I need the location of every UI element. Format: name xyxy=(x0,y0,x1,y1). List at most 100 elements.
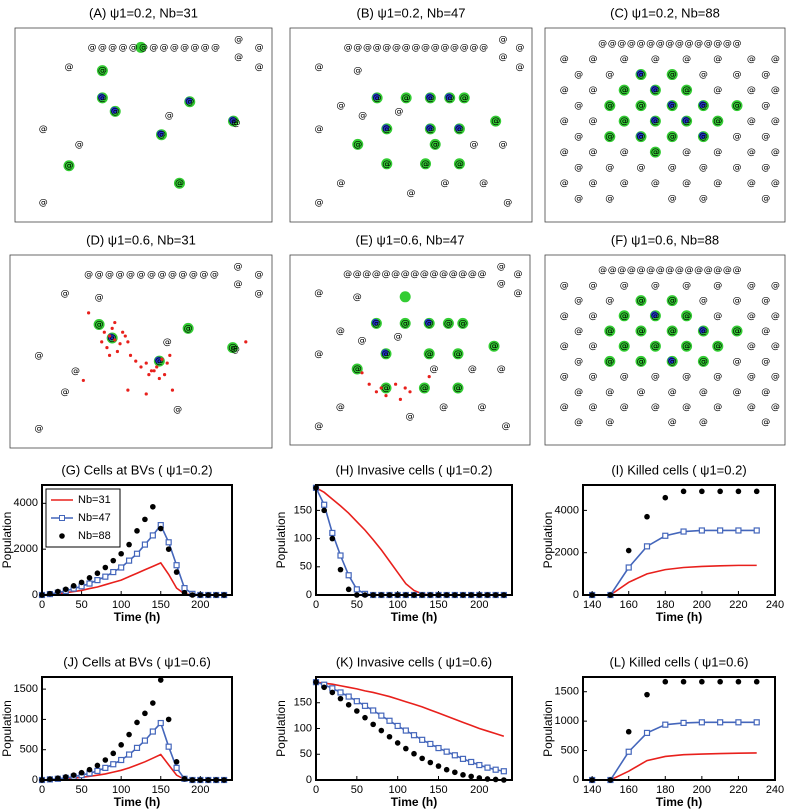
invasive-cell xyxy=(113,338,117,342)
vessel: @ xyxy=(675,266,684,276)
vessel: @ xyxy=(713,403,722,413)
vessel: @ xyxy=(637,327,646,337)
vessel: @ xyxy=(747,179,756,189)
vessel: @ xyxy=(637,296,646,306)
vessel: @ xyxy=(490,342,499,352)
vessel: @ xyxy=(373,93,382,103)
x-tick-label: 100 xyxy=(112,784,130,796)
y-tick-label: 500 xyxy=(561,744,579,756)
vessel: @ xyxy=(84,270,93,280)
cell xyxy=(423,348,435,360)
vessel: @ xyxy=(168,270,177,280)
cell xyxy=(182,322,194,334)
cell xyxy=(453,158,465,170)
y-tick-label: 1000 xyxy=(14,713,38,725)
y-tick-label: 1500 xyxy=(14,683,38,695)
dot-marker xyxy=(78,579,85,586)
invasive-cell xyxy=(398,397,402,401)
dot-marker xyxy=(662,678,669,685)
square-marker xyxy=(345,693,352,700)
vessel: @ xyxy=(98,43,107,53)
colony xyxy=(650,85,658,93)
cell xyxy=(399,317,411,329)
dot-marker xyxy=(102,564,109,571)
vessel: @ xyxy=(439,403,448,413)
vessel: @ xyxy=(394,332,403,342)
vessel: @ xyxy=(620,311,629,321)
vessel: @ xyxy=(747,148,756,158)
series-line xyxy=(592,721,757,781)
square-marker xyxy=(753,527,760,534)
invasive-cell xyxy=(168,353,172,357)
vessel: @ xyxy=(651,148,660,158)
square-marker xyxy=(86,580,93,587)
vessel: @ xyxy=(469,43,478,53)
vessel: @ xyxy=(682,179,691,189)
square-marker xyxy=(492,766,499,773)
vessel: @ xyxy=(514,270,523,280)
invasive-cell xyxy=(126,388,130,392)
vessel: @ xyxy=(126,270,135,280)
cell xyxy=(458,92,470,104)
vessel: @ xyxy=(699,296,708,306)
square-marker xyxy=(468,758,475,766)
cell xyxy=(380,382,392,394)
vessel: @ xyxy=(733,163,742,173)
vessel: @ xyxy=(497,262,506,272)
vessel: @ xyxy=(155,357,164,367)
square-marker xyxy=(753,719,760,726)
cell xyxy=(604,355,616,367)
vessel: @ xyxy=(233,262,242,272)
vessel: @ xyxy=(34,424,43,434)
plot-area xyxy=(312,679,507,783)
vessel: @ xyxy=(254,270,263,280)
vessel: @ xyxy=(173,405,182,415)
colony xyxy=(228,116,236,124)
dot-marker xyxy=(142,516,148,523)
square-marker xyxy=(133,550,141,557)
chart-title: (D) ψ1=0.6, Nb=31 xyxy=(86,232,196,247)
cell xyxy=(731,100,743,112)
square-marker xyxy=(680,528,687,535)
square-marker xyxy=(345,572,352,579)
cell xyxy=(63,160,75,172)
vessel: @ xyxy=(699,194,708,204)
x-tick-label: 100 xyxy=(388,784,406,796)
vessel: @ xyxy=(747,372,756,382)
x-tick-label: 200 xyxy=(470,784,488,796)
vessel: @ xyxy=(605,296,614,306)
vessel: @ xyxy=(637,266,646,276)
vessel: @ xyxy=(733,70,742,80)
square-marker xyxy=(353,586,360,593)
x-tick-label: 50 xyxy=(75,784,87,796)
vessel: @ xyxy=(426,93,435,103)
legend-marker xyxy=(59,515,65,521)
invasive-cell xyxy=(115,349,120,354)
vessel: @ xyxy=(468,365,477,375)
dot-marker xyxy=(362,714,368,721)
dot-marker xyxy=(157,677,164,683)
dot-marker xyxy=(419,755,425,762)
vessel: @ xyxy=(733,387,742,397)
dot-marker xyxy=(150,700,156,706)
cell xyxy=(635,355,647,367)
vessel: @ xyxy=(668,132,677,142)
vessel: @ xyxy=(771,281,780,291)
dot-marker xyxy=(345,586,352,593)
vessel: @ xyxy=(118,43,127,53)
x-tick-label: 150 xyxy=(152,784,170,796)
colony xyxy=(372,93,380,101)
square-marker xyxy=(735,527,742,534)
vessel: @ xyxy=(747,311,756,321)
chart-title: (G) Cells at BVs ( ψ1=0.2) xyxy=(61,462,212,477)
y-tick-label: 4000 xyxy=(555,504,579,516)
vessel: @ xyxy=(315,62,324,72)
x-tick-label: 100 xyxy=(112,599,130,611)
vessel: @ xyxy=(589,86,598,96)
invasive-cell xyxy=(128,353,133,357)
invasive-cell xyxy=(147,373,151,377)
dot-marker xyxy=(644,513,650,520)
vessel: @ xyxy=(651,372,660,382)
vessel: @ xyxy=(344,43,353,53)
x-tick-label: 220 xyxy=(729,784,747,796)
